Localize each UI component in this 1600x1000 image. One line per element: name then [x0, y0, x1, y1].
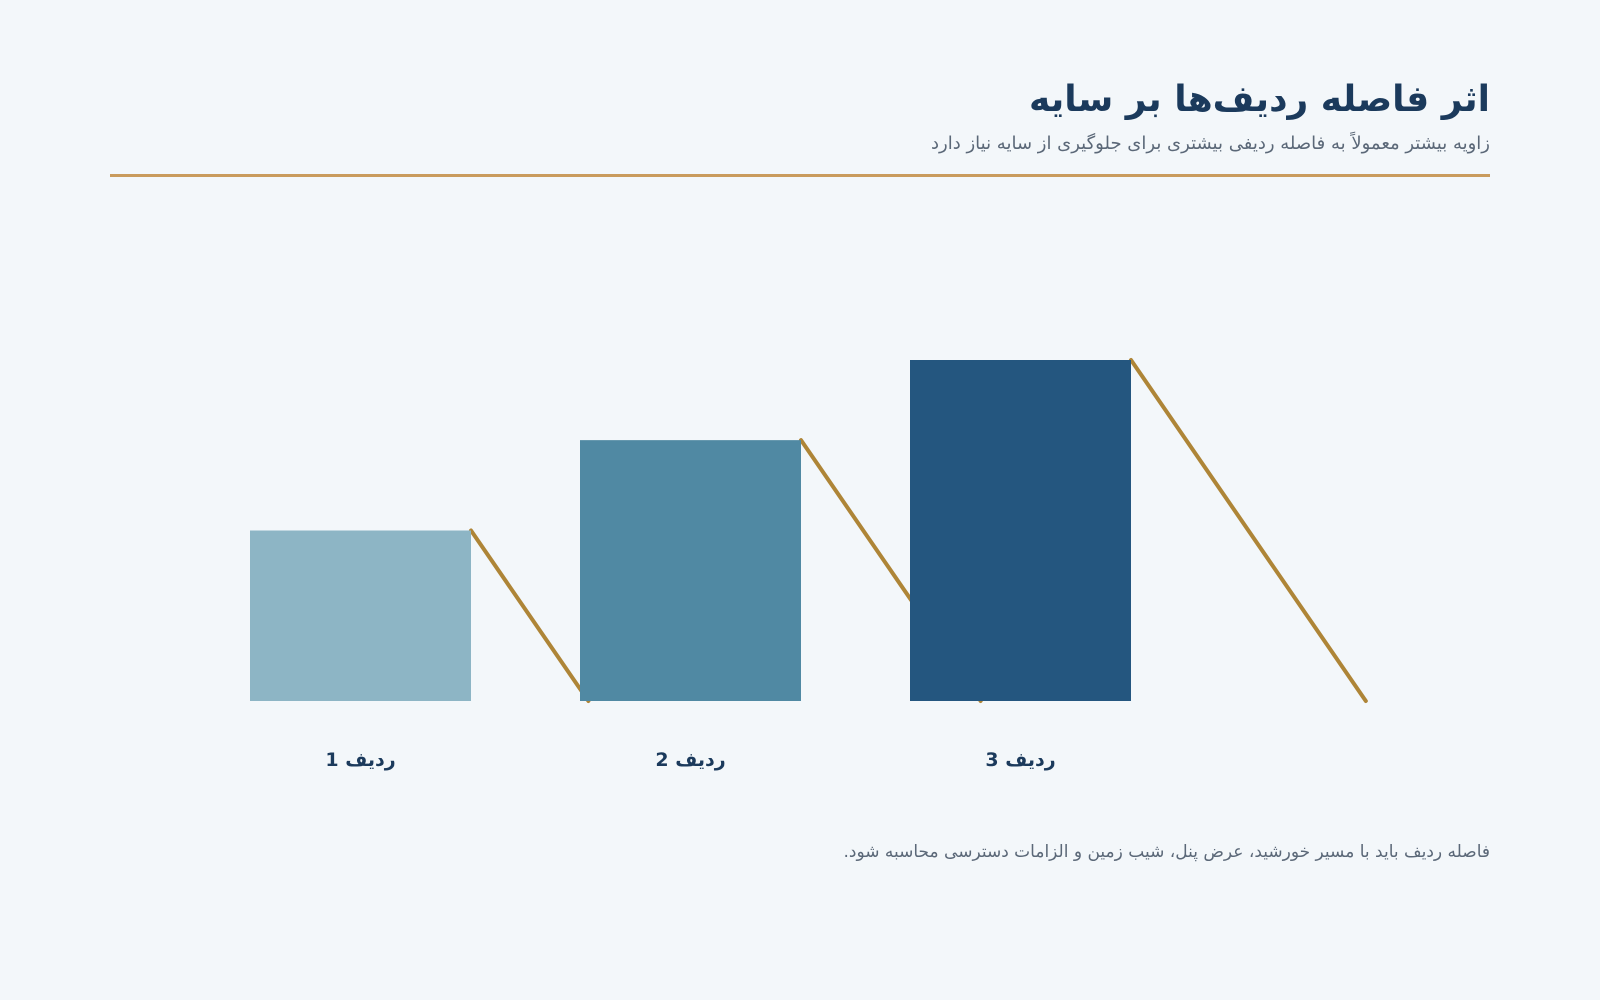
panel-row-1: [250, 530, 471, 701]
row-labels: ردیف 1 ردیف 2 ردیف 3: [325, 749, 1055, 771]
shadow-line-1: [469, 528, 591, 703]
panel-row-2: [580, 440, 801, 701]
row-label-2: ردیف 2: [655, 749, 725, 771]
footnote: فاصله ردیف باید با مسیر خورشید، عرض پنل،…: [843, 842, 1490, 862]
row-label-3: ردیف 3: [985, 749, 1055, 771]
panel-row-3: [910, 360, 1131, 701]
header: اثر فاصله ردیف‌ها بر سایه زاویه بیشتر مع…: [110, 74, 1490, 158]
page-subtitle: زاویه بیشتر معمولاً به فاصله ردیفی بیشتر…: [931, 133, 1490, 154]
header-divider: [110, 174, 1490, 177]
panel-rows: [250, 360, 1131, 701]
page-title: اثر فاصله ردیف‌ها بر سایه: [1028, 79, 1490, 120]
row-label-1: ردیف 1: [325, 749, 395, 771]
shadow-line-3: [1129, 358, 1368, 703]
